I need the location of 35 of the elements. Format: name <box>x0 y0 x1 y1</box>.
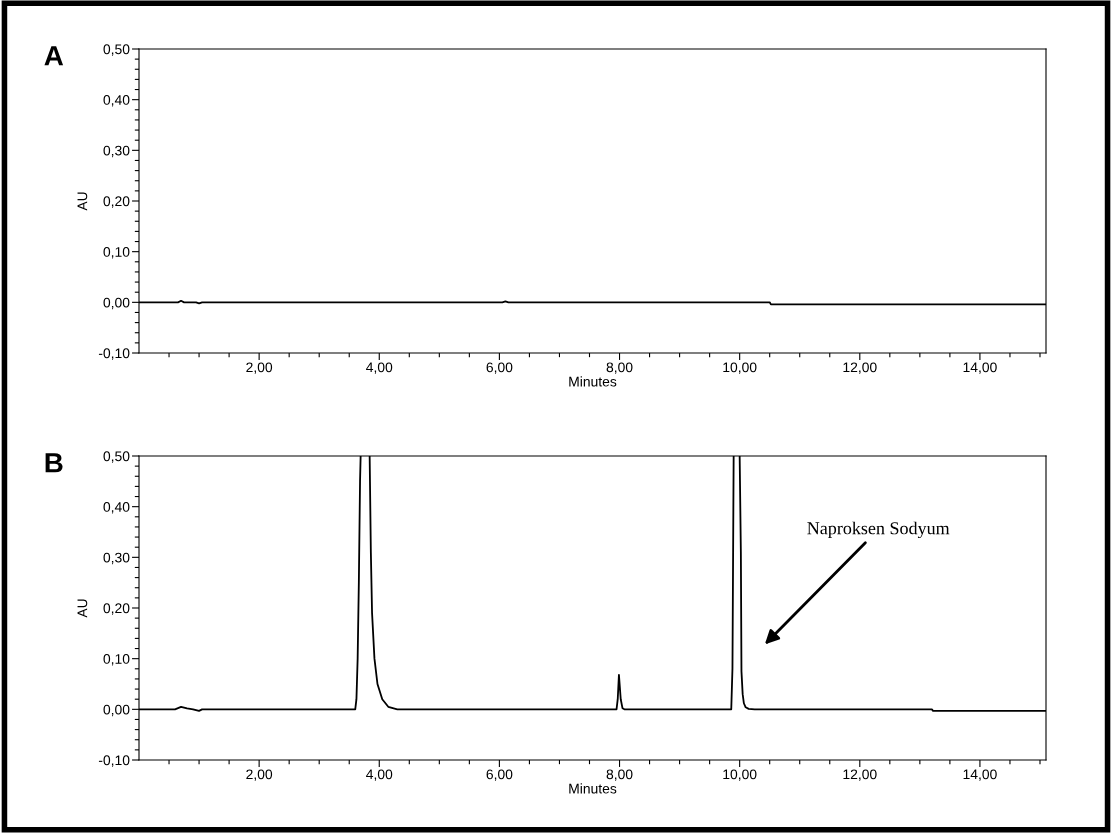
y-tick-label: 0,20 <box>103 603 130 615</box>
y-tick-label: 0,20 <box>103 196 130 208</box>
chart-title: A <box>44 46 64 66</box>
x-tick-label: 14,00 <box>963 769 997 781</box>
y-tick-label: 0,50 <box>103 44 130 56</box>
y-tick-label: 0,40 <box>103 502 130 514</box>
y-tick-label: 0,10 <box>103 247 130 259</box>
x-tick-label: 8,00 <box>606 769 633 781</box>
x-tick-label: 2,00 <box>246 362 273 374</box>
y-tick-label: 0,10 <box>103 654 130 666</box>
y-tick-label: 0,50 <box>103 451 130 463</box>
y-tick-label: 0,00 <box>103 297 130 310</box>
y-axis-title: AU <box>77 599 88 618</box>
y-tick-label: 0,30 <box>103 552 130 565</box>
x-tick-label: 6,00 <box>486 362 513 374</box>
x-axis-title: Minutes <box>569 376 617 387</box>
y-tick-label: -0,10 <box>98 755 130 767</box>
y-tick-label: -0,10 <box>98 348 130 360</box>
x-tick-label: 12,00 <box>843 769 877 781</box>
y-tick-label: 0,40 <box>103 95 130 107</box>
x-tick-label: 12,00 <box>843 362 877 374</box>
x-tick-label: 2,00 <box>246 769 273 781</box>
annotation: Naproksen Sodyum <box>807 521 950 539</box>
x-tick-label: 14,00 <box>963 362 997 374</box>
chart-title: B <box>45 453 63 473</box>
x-tick-label: 4,00 <box>366 362 393 374</box>
y-axis-title: AU <box>77 192 88 211</box>
x-tick-label: 6,00 <box>486 769 513 781</box>
y-tick-label: 0,30 <box>103 145 130 158</box>
x-tick-label: 10,00 <box>723 769 757 781</box>
x-tick-label: 4,00 <box>366 769 393 781</box>
x-tick-label: 8,00 <box>606 362 633 374</box>
x-tick-label: 10,00 <box>723 362 757 374</box>
x-axis-title: Minutes <box>569 783 617 794</box>
y-tick-label: 0,00 <box>103 704 130 717</box>
